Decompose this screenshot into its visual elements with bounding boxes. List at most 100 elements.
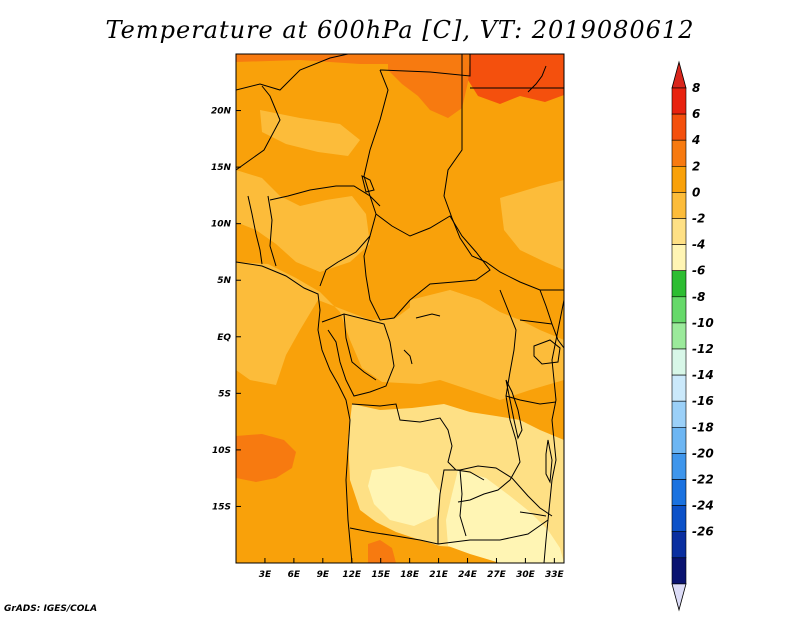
colorbar-box [671, 348, 687, 376]
colorbar-label: -18 [692, 420, 714, 434]
colorbar-box [671, 453, 687, 480]
border-north-3 [379, 54, 471, 77]
region-east-light [500, 180, 564, 270]
x-tick-label: 12E [342, 570, 362, 580]
y-tick-label: 20N [211, 107, 232, 117]
colorbar-box [671, 505, 687, 533]
colorbar-box [671, 296, 687, 324]
region-north-strip [236, 54, 470, 64]
border-namibia-east [437, 519, 549, 545]
colorbar-box [671, 113, 687, 141]
x-tick-label: 27E [487, 570, 507, 580]
colorbar-box [671, 270, 687, 298]
region-northeast-warm [468, 54, 564, 104]
grads-credit: GrADS: IGES/COLA [4, 604, 98, 614]
border-congo-gabon [321, 313, 395, 397]
x-tick-label: 21E [429, 570, 449, 580]
colorbar-box [671, 531, 687, 559]
border-chad-sudan [443, 54, 564, 291]
map-field [236, 54, 564, 563]
colorbar-label: -16 [692, 394, 714, 408]
border-sahel-west [236, 85, 281, 171]
colorbar-box [671, 479, 687, 506]
colorbar: 8 6 4 2 0 -2 -4 -6 -8 -10 -12 -14 -16 -18 -20 -22 -24 -26 [671, 60, 714, 612]
lake-tanganyika [505, 379, 523, 440]
x-tick-label: 9E [317, 570, 330, 580]
coastline-west [236, 261, 353, 563]
colorbar-box [671, 87, 687, 115]
colorbar-label: -14 [692, 368, 714, 382]
colorbar-label: -12 [692, 342, 714, 356]
x-tick-label: 33E [545, 570, 565, 580]
colorbar-label: -22 [692, 473, 714, 487]
region-southwest-warm [236, 434, 296, 482]
nile-red-sea [527, 65, 547, 93]
y-tick-label: 15S [212, 502, 231, 512]
border-zambia [437, 465, 553, 544]
y-tick-label: 10N [211, 220, 232, 230]
border-west-small-2 [267, 195, 277, 267]
border-angola-south [349, 527, 439, 545]
coastline-east [543, 299, 564, 563]
border-east-africa-2 [519, 319, 553, 325]
lake-malawi [545, 439, 553, 484]
colorbar-box [671, 218, 687, 245]
chart-title: Temperature at 600hPa [C], VT: 201908061… [105, 16, 695, 44]
border-west-small [247, 195, 263, 265]
colorbar-label: 8 [692, 81, 700, 95]
region-central-congo-zone [410, 290, 506, 384]
border-east-africa-3 [505, 395, 557, 405]
x-tick-label: 6E [288, 570, 301, 580]
colorbar-label: 4 [691, 133, 700, 147]
colorbar-label: -10 [692, 316, 714, 330]
colorbar-label: 0 [692, 185, 700, 199]
colorbar-box [671, 244, 687, 272]
border-car [363, 213, 491, 321]
x-tick-label: 3E [259, 570, 272, 580]
colorbar-box [671, 192, 687, 219]
x-tick-label: 30E [516, 570, 536, 580]
colorbar-label: -4 [692, 238, 705, 252]
region-north-central-warm [388, 54, 470, 118]
colorbar-label: 6 [692, 107, 700, 121]
colorbar-box [671, 322, 687, 350]
x-tick-label: 18E [400, 570, 420, 580]
y-tick-label: 5S [218, 389, 231, 399]
map-borders [236, 54, 564, 563]
y-axis: 20N 15N 10N 5N EQ 5S 10S 15S [211, 107, 241, 512]
colorbar-label: -8 [692, 290, 705, 304]
colorbar-box [671, 139, 687, 167]
colorbar-box [671, 166, 687, 193]
border-drc-east [457, 289, 521, 503]
colorbar-label: -20 [692, 446, 714, 460]
region-south-warm-spot [368, 540, 396, 563]
colorbar-box [671, 557, 687, 585]
region-north-west-light [236, 170, 370, 272]
border-nigeria [269, 185, 377, 287]
region-northwest-light-strip [260, 110, 360, 156]
colorbar-label: -6 [692, 264, 705, 278]
colorbar-box [671, 426, 687, 454]
plot-frame [235, 53, 565, 564]
river-congo [403, 313, 441, 365]
x-axis: 3E 6E 9E 12E 15E 18E 21E 24E 27E 30E 33E [259, 558, 565, 580]
y-tick-label: 10S [212, 446, 231, 456]
y-tick-label: 5N [217, 276, 231, 286]
colorbar-box [671, 374, 687, 402]
y-tick-label: EQ [217, 333, 231, 343]
border-north-1 [236, 54, 349, 91]
x-tick-label: 15E [371, 570, 391, 580]
colorbar-label: -26 [692, 525, 714, 539]
x-tick-label: 24E [458, 570, 478, 580]
border-south-inner [459, 469, 467, 537]
colorbar-top-arrow [671, 60, 687, 89]
lake-victoria [533, 339, 561, 365]
lake-north [361, 175, 375, 193]
y-tick-label: 15N [211, 163, 232, 173]
colorbar-label: -24 [692, 499, 714, 513]
region-south-inner-cool [368, 466, 440, 526]
colorbar-box [671, 400, 687, 428]
colorbar-bottom-arrow [671, 583, 687, 612]
border-congo-inner [343, 313, 377, 381]
